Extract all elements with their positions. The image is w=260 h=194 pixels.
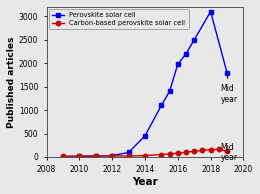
Carbon-based perovskite solar cell [78,155,81,157]
Y-axis label: Published articles: Published articles [7,36,16,128]
Perovskite solar cell [209,10,212,13]
Perovskite solar cell [225,71,229,74]
Perovskite solar cell [144,135,147,137]
Carbon-based perovskite solar cell [217,148,220,151]
Carbon-based perovskite solar cell [201,149,204,152]
Line: Perovskite solar cell: Perovskite solar cell [61,10,229,159]
Text: Mid
year: Mid year [220,143,238,162]
Perovskite solar cell [127,151,130,154]
Perovskite solar cell [193,39,196,41]
Text: Mid
year: Mid year [220,75,238,104]
Legend: Perovskite solar cell, Carbon-based perovskite solar cell: Perovskite solar cell, Carbon-based pero… [49,9,188,29]
Carbon-based perovskite solar cell [61,155,64,158]
Perovskite solar cell [184,53,187,55]
X-axis label: Year: Year [132,177,158,187]
Carbon-based perovskite solar cell [160,153,163,156]
Carbon-based perovskite solar cell [209,149,212,151]
Carbon-based perovskite solar cell [184,151,187,153]
Perovskite solar cell [110,154,114,157]
Carbon-based perovskite solar cell [110,155,114,157]
Carbon-based perovskite solar cell [225,150,229,152]
Carbon-based perovskite solar cell [193,150,196,152]
Perovskite solar cell [160,104,163,107]
Perovskite solar cell [94,155,97,157]
Carbon-based perovskite solar cell [176,152,179,154]
Carbon-based perovskite solar cell [144,154,147,157]
Perovskite solar cell [61,155,64,158]
Carbon-based perovskite solar cell [168,153,171,155]
Carbon-based perovskite solar cell [94,155,97,157]
Line: Carbon-based perovskite solar cell: Carbon-based perovskite solar cell [61,147,229,159]
Perovskite solar cell [168,90,171,93]
Perovskite solar cell [78,155,81,158]
Carbon-based perovskite solar cell [127,155,130,157]
Perovskite solar cell [176,63,179,65]
